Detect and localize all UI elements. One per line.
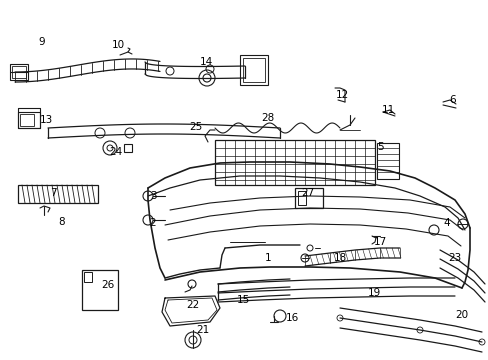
- Text: 12: 12: [335, 90, 348, 100]
- Text: 9: 9: [39, 37, 45, 47]
- Text: 1: 1: [264, 253, 271, 263]
- Text: 26: 26: [101, 280, 114, 290]
- Text: 22: 22: [186, 300, 199, 310]
- Bar: [10, 64, 28, 80]
- Text: 8: 8: [59, 217, 65, 227]
- Text: 14: 14: [199, 57, 212, 67]
- Text: 4: 4: [443, 218, 449, 228]
- Bar: [12, 66, 26, 78]
- Text: 7: 7: [50, 188, 56, 198]
- Text: 21: 21: [196, 325, 209, 335]
- Text: 17: 17: [373, 237, 386, 247]
- Text: 5: 5: [377, 142, 384, 152]
- Text: 20: 20: [454, 310, 468, 320]
- Bar: [124, 144, 132, 152]
- Bar: [243, 58, 264, 82]
- Bar: [20, 114, 34, 126]
- Text: 15: 15: [236, 295, 249, 305]
- Bar: [240, 55, 267, 85]
- Text: 18: 18: [333, 253, 346, 263]
- Text: 16: 16: [285, 313, 298, 323]
- Bar: [82, 270, 118, 310]
- Bar: [215, 140, 374, 185]
- Bar: [18, 112, 40, 128]
- Text: 3: 3: [149, 191, 156, 201]
- Bar: [84, 272, 92, 282]
- Bar: [294, 188, 323, 208]
- Bar: [18, 185, 98, 203]
- Text: 11: 11: [381, 105, 394, 115]
- Text: 27: 27: [301, 188, 314, 198]
- Bar: [297, 191, 305, 205]
- Text: 23: 23: [447, 253, 461, 263]
- Text: 19: 19: [366, 288, 380, 298]
- Text: 25: 25: [189, 122, 202, 132]
- Text: 2: 2: [149, 218, 156, 228]
- Bar: [376, 143, 398, 179]
- Text: 28: 28: [261, 113, 274, 123]
- Text: 10: 10: [111, 40, 124, 50]
- Text: 6: 6: [449, 95, 455, 105]
- Text: 24: 24: [109, 147, 122, 157]
- Text: 13: 13: [40, 115, 53, 125]
